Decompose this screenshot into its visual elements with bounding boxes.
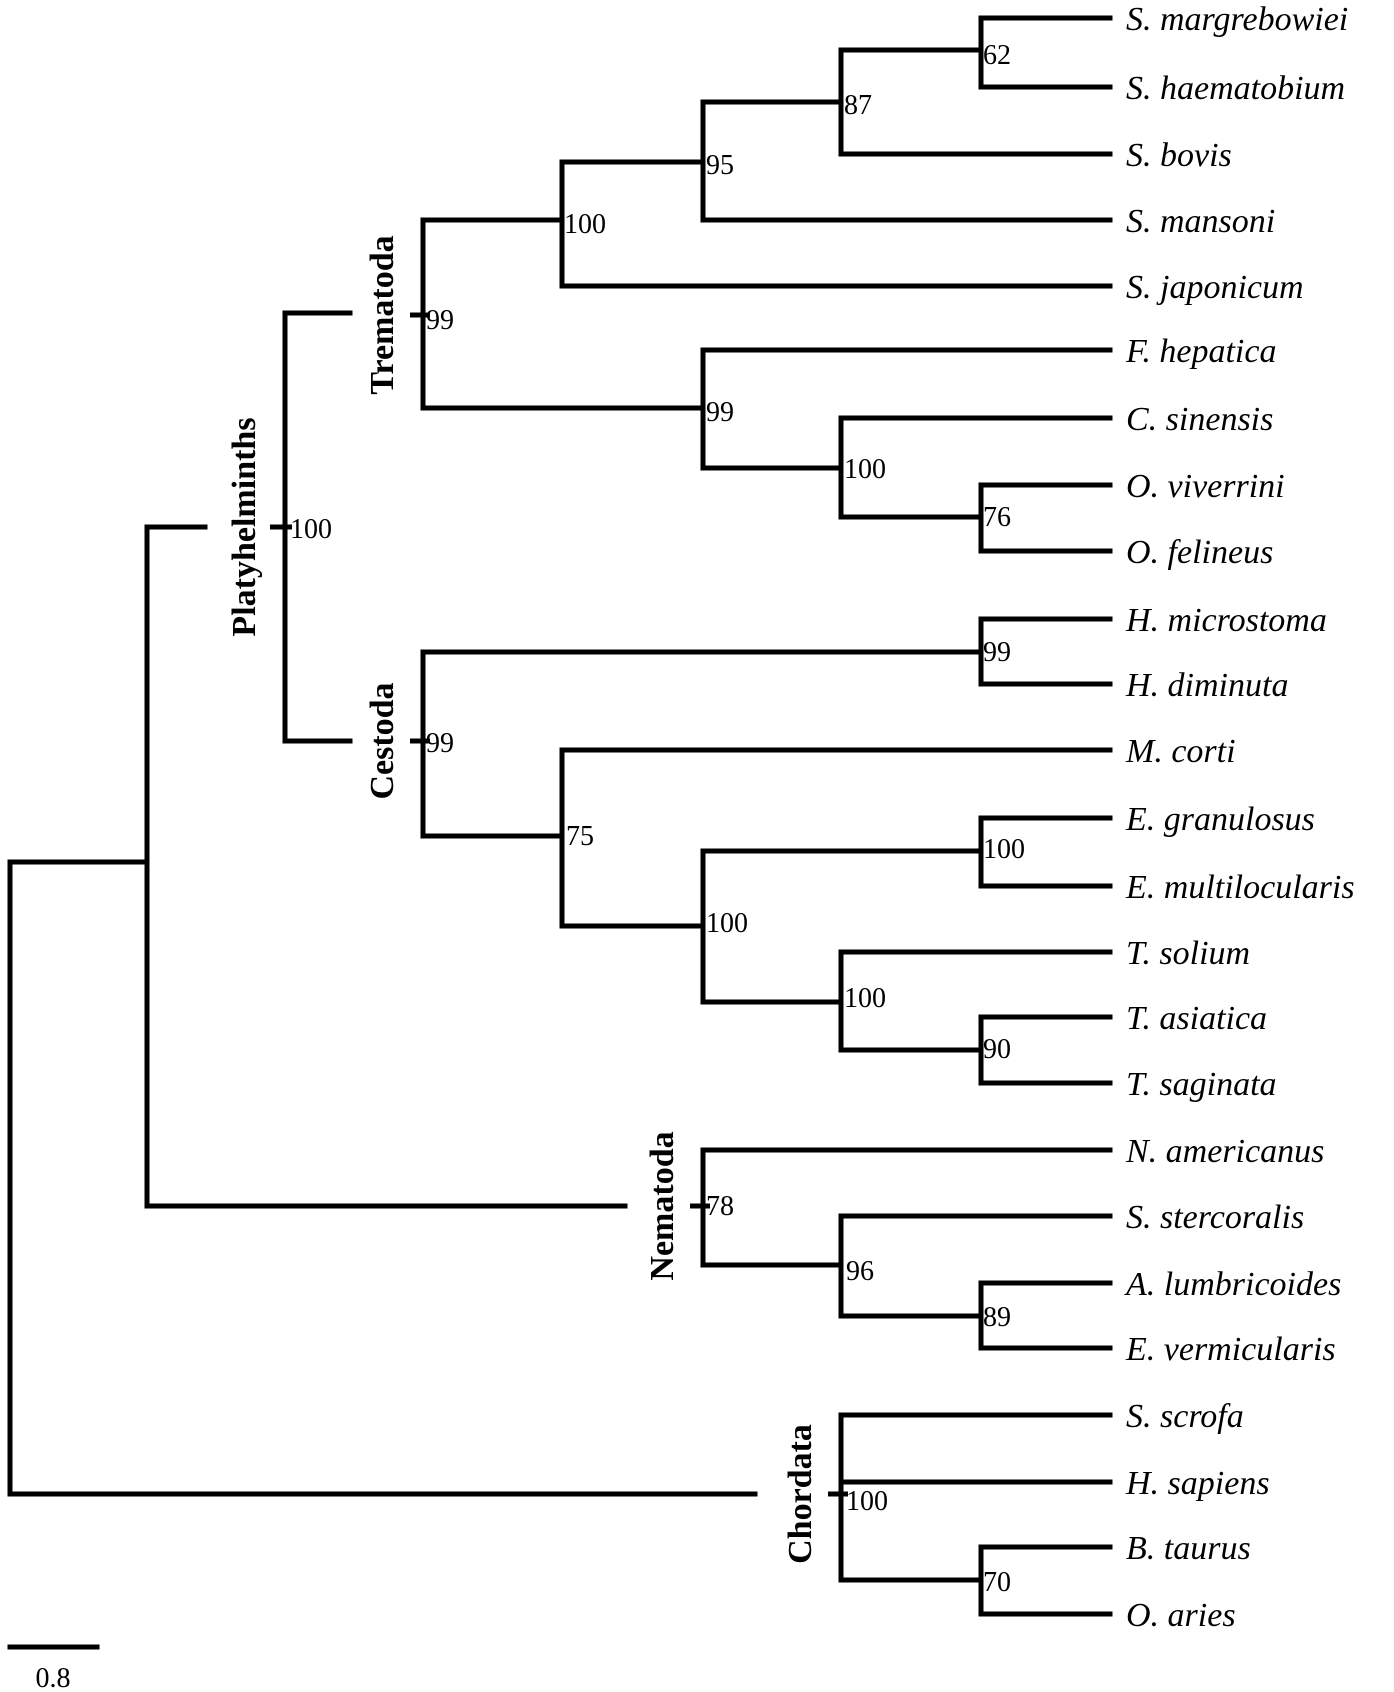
nematoda-branch	[700, 1147, 1113, 1268]
chordata-branch	[838, 1412, 1113, 1583]
taxon-label: S. bovis	[1126, 137, 1232, 174]
support-value: 99	[426, 305, 454, 336]
taxon-label: N. americanus	[1125, 1133, 1324, 1170]
schisto-62-branch	[978, 15, 1113, 90]
clade-label-cestoda: Cestoda	[364, 682, 401, 799]
support-value: 87	[844, 90, 872, 121]
nem-89-branch	[978, 1280, 1113, 1351]
root-branch	[7, 859, 758, 1497]
ingroup-branch	[144, 524, 628, 1209]
taxon-label: T. solium	[1126, 935, 1250, 972]
taxon-label: S. stercoralis	[1126, 1199, 1304, 1236]
taxon-label: T. asiatica	[1126, 1000, 1267, 1037]
support-value: 78	[706, 1191, 734, 1222]
clade-labels: Platyhelminths Trematoda Cestoda Nematod…	[226, 235, 819, 1564]
clade-label-nematoda: Nematoda	[644, 1131, 681, 1280]
cestoda-branch	[420, 649, 984, 839]
support-value: 76	[983, 502, 1011, 533]
taxon-label: O. aries	[1126, 1597, 1236, 1634]
opisthorchis-branch	[978, 482, 1113, 554]
taenia-branch	[838, 949, 1113, 1053]
cestode-75-branch	[559, 747, 1113, 929]
scale-bar: 0.8	[7, 1644, 100, 1692]
support-value: 100	[844, 983, 886, 1014]
taxon-label: H. sapiens	[1125, 1465, 1270, 1502]
taxon-label: H. microstoma	[1125, 602, 1327, 639]
support-value: 100	[290, 514, 332, 545]
support-value: 99	[983, 637, 1011, 668]
taxon-label: S. japonicum	[1126, 269, 1304, 306]
taxon-label: T. saginata	[1126, 1066, 1277, 1103]
taxon-label: B. taurus	[1126, 1530, 1251, 1567]
opisth-group-branch	[838, 415, 1113, 520]
support-value: 100	[844, 454, 886, 485]
taxon-label: E. vermicularis	[1125, 1331, 1336, 1368]
bootstrap-values: 62 87 95 100 99 99 100 76 100 99 99 75 1…	[290, 40, 1025, 1598]
taxon-label: S. haematobium	[1126, 70, 1345, 107]
support-value: 90	[983, 1034, 1011, 1065]
taxon-label: S. scrofa	[1126, 1398, 1244, 1435]
support-value: 99	[426, 728, 454, 759]
taxon-label: S. mansoni	[1126, 203, 1275, 240]
taxon-label: F. hepatica	[1125, 333, 1276, 370]
taenia-90-branch	[978, 1014, 1113, 1086]
schistosoma-branch	[559, 159, 1113, 289]
fasciola-group-branch	[700, 347, 1113, 471]
taxon-label: C. sinensis	[1126, 401, 1273, 438]
taxon-label: O. felineus	[1126, 534, 1273, 571]
support-value: 100	[983, 834, 1025, 865]
support-value: 62	[983, 40, 1011, 71]
taxon-label: M. corti	[1125, 733, 1236, 770]
echino-taenia-branch	[700, 848, 984, 1005]
support-value: 95	[706, 150, 734, 181]
clade-label-trematoda: Trematoda	[364, 235, 401, 394]
taxon-label: A. lumbricoides	[1124, 1266, 1341, 1303]
hymenolepis-branch	[978, 616, 1113, 687]
support-value: 100	[706, 908, 748, 939]
support-value: 100	[846, 1486, 888, 1517]
bos-ovis-branch	[978, 1544, 1113, 1617]
support-value: 70	[983, 1567, 1011, 1598]
taxon-label: O. viverrini	[1126, 468, 1285, 505]
leaf-labels: S. margrebowiei S. haematobium S. bovis …	[1124, 1, 1355, 1634]
taxon-label: H. diminuta	[1125, 667, 1288, 704]
support-value: 99	[706, 397, 734, 428]
taxon-label: E. granulosus	[1125, 801, 1315, 838]
scale-bar-label: 0.8	[36, 1663, 71, 1692]
clade-label-platyhelminths: Platyhelminths	[226, 417, 263, 636]
taxon-label: E. multilocularis	[1125, 869, 1355, 906]
echinococcus-branch	[978, 815, 1113, 889]
schisto-87-branch	[838, 47, 1113, 157]
nem-96-branch	[838, 1213, 1113, 1319]
support-value: 96	[846, 1256, 874, 1287]
support-value: 100	[564, 209, 606, 240]
taxon-label: S. margrebowiei	[1126, 1, 1348, 38]
tree-branches	[7, 15, 1113, 1617]
schisto-95-branch	[700, 99, 1113, 223]
support-value: 75	[566, 821, 594, 852]
clade-label-chordata: Chordata	[782, 1424, 819, 1564]
support-value: 89	[983, 1302, 1011, 1333]
